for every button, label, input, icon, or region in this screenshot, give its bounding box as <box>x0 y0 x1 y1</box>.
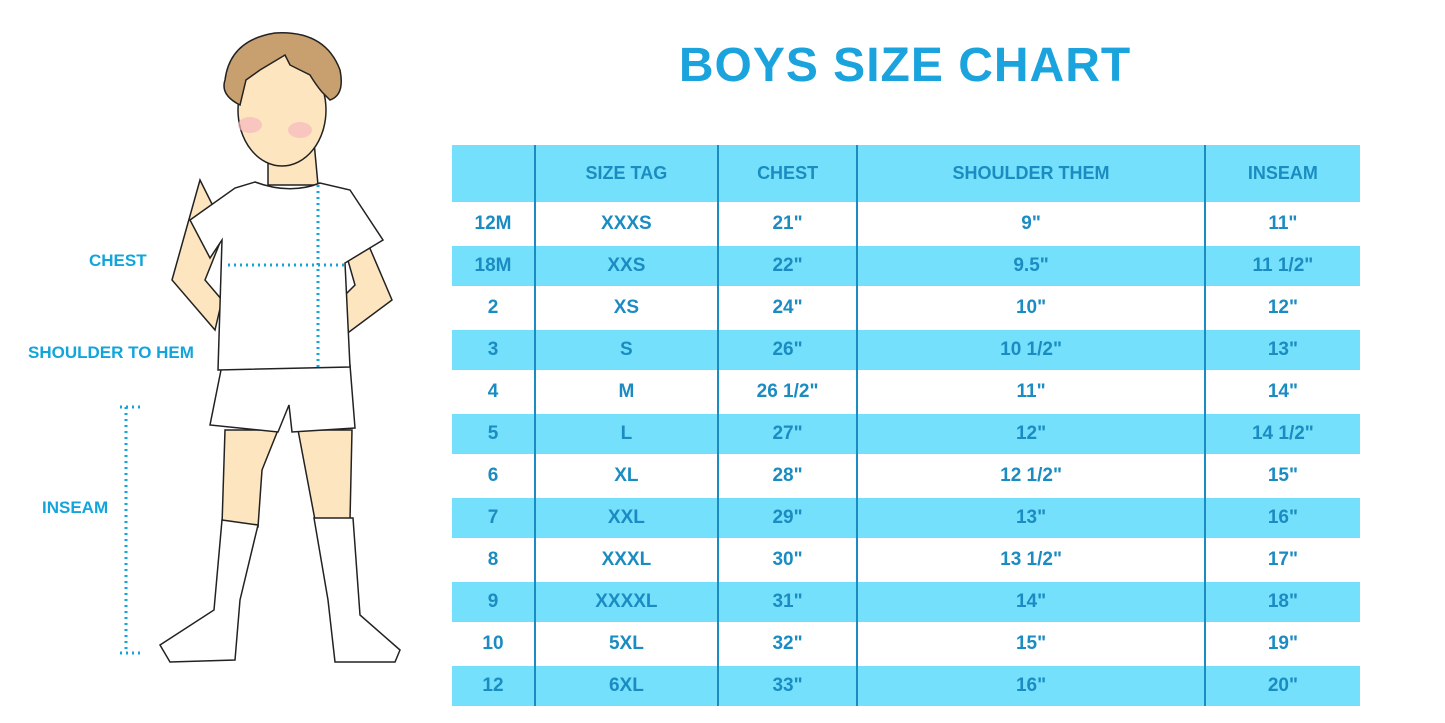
table-cell: 24" <box>716 286 858 329</box>
table-cell: XXL <box>533 496 718 539</box>
column-header: INSEAM <box>1203 145 1360 203</box>
table-cell: 27" <box>716 412 858 455</box>
table-cell: 9.5" <box>856 244 1205 287</box>
boy-illustration <box>120 32 401 663</box>
table-cell: S <box>533 328 718 371</box>
table-cell: 26 1/2" <box>716 370 858 413</box>
table-cell: 18" <box>1203 580 1360 623</box>
table-cell: 13" <box>856 496 1205 539</box>
table-cell: 11" <box>1203 202 1360 245</box>
table-cell: 14" <box>856 580 1205 623</box>
table-cell: 14" <box>1203 370 1360 413</box>
table-row: 5 L 27" 12" 14 1/2" <box>452 412 1360 455</box>
table-cell: 12 1/2" <box>856 454 1205 497</box>
table-cell: 2 <box>452 286 535 329</box>
table-cell: 12" <box>856 412 1205 455</box>
table-cell: 5 <box>452 412 535 455</box>
table-row: 12 6XL 33" 16" 20" <box>452 664 1360 706</box>
table-cell: 11" <box>856 370 1205 413</box>
table-cell: 10" <box>856 286 1205 329</box>
table-cell: 17" <box>1203 538 1360 581</box>
table-cell: 6XL <box>533 664 718 706</box>
table-cell: XXS <box>533 244 718 287</box>
table-cell: 33" <box>716 664 858 706</box>
table-cell: XXXS <box>533 202 718 245</box>
table-cell: 13" <box>1203 328 1360 371</box>
table-cell: XXXL <box>533 538 718 581</box>
table-cell: XS <box>533 286 718 329</box>
table-cell: 20" <box>1203 664 1360 706</box>
table-cell: 8 <box>452 538 535 581</box>
table-cell: XL <box>533 454 718 497</box>
table-cell: 26" <box>716 328 858 371</box>
table-cell: 15" <box>1203 454 1360 497</box>
table-cell: 21" <box>716 202 858 245</box>
table-row: 4 M 26 1/2" 11" 14" <box>452 370 1360 413</box>
table-cell: 12 <box>452 664 535 706</box>
table-cell: 3 <box>452 328 535 371</box>
table-row: 6 XL 28" 12 1/2" 15" <box>452 454 1360 497</box>
table-cell: 5XL <box>533 622 718 665</box>
column-header: SHOULDER THEM <box>856 145 1205 203</box>
table-cell: 19" <box>1203 622 1360 665</box>
table-cell: 31" <box>716 580 858 623</box>
column-header: CHEST <box>716 145 858 203</box>
table-header-row: SIZE TAG CHEST SHOULDER THEM INSEAM <box>452 145 1360 203</box>
table-cell: 22" <box>716 244 858 287</box>
table-row: 9 XXXXL 31" 14" 18" <box>452 580 1360 623</box>
table-cell: 28" <box>716 454 858 497</box>
table-cell: 13 1/2" <box>856 538 1205 581</box>
table-row: 8 XXXL 30" 13 1/2" 17" <box>452 538 1360 581</box>
page-title: BOYS SIZE CHART <box>678 39 1132 92</box>
table-cell: 9 <box>452 580 535 623</box>
table-row: 12M XXXS 21" 9" 11" <box>452 202 1360 245</box>
table-cell: 11 1/2" <box>1203 244 1360 287</box>
table-cell: 18M <box>452 244 535 287</box>
table-row: 2 XS 24" 10" 12" <box>452 286 1360 329</box>
table-cell: 9" <box>856 202 1205 245</box>
table-cell: L <box>533 412 718 455</box>
table-row: 7 XXL 29" 13" 16" <box>452 496 1360 539</box>
size-table: SIZE TAG CHEST SHOULDER THEM INSEAM 12M XXXS… <box>452 145 1360 706</box>
table-row: 18M XXS 22" 9.5" 11 1/2" <box>452 244 1360 287</box>
shoulder-to-hem-label: SHOULDER TO HEM <box>28 343 194 362</box>
table-cell: 10 1/2" <box>856 328 1205 371</box>
table-cell: 15" <box>856 622 1205 665</box>
column-header <box>452 145 535 203</box>
table-cell: 12M <box>452 202 535 245</box>
table-cell: 32" <box>716 622 858 665</box>
table-cell: 7 <box>452 496 535 539</box>
table-cell: 29" <box>716 496 858 539</box>
chest-label: CHEST <box>89 251 147 270</box>
table-cell: 16" <box>1203 496 1360 539</box>
table-cell: 4 <box>452 370 535 413</box>
table-row: 3 S 26" 10 1/2" 13" <box>452 328 1360 371</box>
inseam-label: INSEAM <box>42 498 109 517</box>
table-cell: 6 <box>452 454 535 497</box>
table-cell: 16" <box>856 664 1205 706</box>
table-cell: 12" <box>1203 286 1360 329</box>
table-cell: M <box>533 370 718 413</box>
table-cell: 10 <box>452 622 535 665</box>
table-cell: 30" <box>716 538 858 581</box>
table-row: 10 5XL 32" 15" 19" <box>452 622 1360 665</box>
table-cell: XXXXL <box>533 580 718 623</box>
table-cell: 14 1/2" <box>1203 412 1360 455</box>
column-header: SIZE TAG <box>533 145 718 203</box>
